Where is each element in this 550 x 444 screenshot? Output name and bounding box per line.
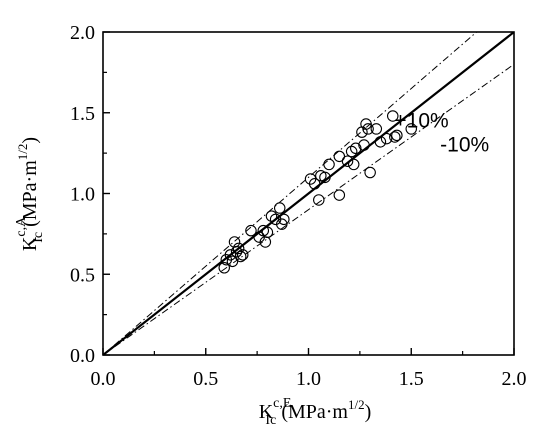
reference-line-2 — [103, 63, 514, 355]
data-point-36 — [370, 123, 383, 135]
data-point-28 — [345, 145, 358, 158]
data-point-35 — [364, 166, 376, 179]
data-point-6 — [232, 242, 245, 255]
data-point-32 — [358, 139, 370, 151]
y-tick-label-0: 0.0 — [70, 345, 95, 367]
axis-ticks: 0.0 0.5 1.0 1.5 2.0 0.0 0.5 1.0 1.5 2.0 — [70, 22, 527, 390]
data-point-29 — [347, 158, 360, 171]
data-point-30 — [350, 142, 362, 155]
data-point-26 — [333, 189, 346, 201]
data-point-14 — [265, 210, 278, 222]
x-tick-label-1: 0.5 — [193, 368, 218, 390]
data-point-24 — [323, 158, 335, 171]
x-axis-label: Kc,E Ic (MPa·m1/2) — [259, 396, 372, 428]
data-point-41 — [391, 129, 403, 142]
annotation-1: -10% — [440, 134, 489, 157]
data-point-20 — [308, 178, 321, 190]
data-point-34 — [362, 123, 374, 135]
data-point-18 — [278, 213, 290, 226]
data-point-0 — [218, 262, 230, 274]
reference-lines — [103, 32, 514, 355]
y-tick-label-4: 2.0 — [70, 22, 95, 44]
data-point-16 — [273, 202, 286, 214]
reference-line-0 — [103, 32, 514, 355]
y-tick-label-1: 0.5 — [70, 264, 95, 286]
data-point-13 — [261, 226, 274, 239]
y-tick-label-2: 1.0 — [70, 184, 95, 206]
data-point-40 — [389, 131, 401, 143]
data-point-23 — [319, 171, 331, 184]
reference-line-1 — [103, 32, 478, 355]
data-point-38 — [380, 132, 393, 145]
y-tick-label-3: 1.5 — [70, 103, 95, 125]
data-point-7 — [234, 250, 247, 263]
data-point-42 — [405, 123, 417, 135]
data-point-31 — [356, 126, 368, 138]
data-point-17 — [276, 218, 288, 230]
plot-frame — [102, 31, 515, 356]
data-point-33 — [360, 118, 372, 130]
annotation-0: +10% — [394, 109, 448, 132]
data-point-27 — [341, 155, 354, 167]
annotations: +10%-10% — [394, 109, 489, 156]
x-tick-label-0: 0.0 — [91, 368, 116, 390]
data-point-9 — [245, 224, 257, 237]
y-axis-label: Kc,AIc (MPa·m1/2) — [14, 137, 46, 251]
data-point-8 — [236, 249, 249, 261]
data-points — [218, 110, 417, 274]
x-tick-label-2: 1.0 — [296, 368, 321, 390]
data-point-21 — [313, 194, 325, 206]
data-point-37 — [374, 136, 387, 148]
x-tick-label-4: 2.0 — [502, 368, 527, 390]
data-point-39 — [387, 110, 399, 122]
x-tick-label-3: 1.5 — [399, 368, 424, 390]
